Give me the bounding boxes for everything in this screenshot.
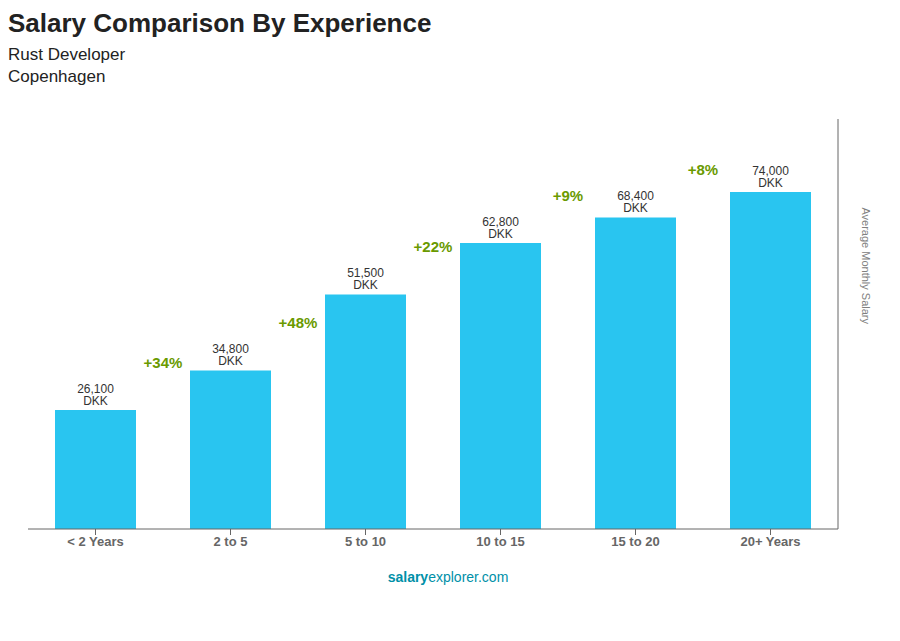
svg-text:Average Monthly Salary: Average Monthly Salary bbox=[860, 207, 872, 324]
html-text:salary explorer.com: salary explorer.com bbox=[387, 569, 509, 585]
svg-text:34,800DKK: 34,800DKK bbox=[212, 342, 249, 368]
svg-text:62,800DKK: 62,800DKK bbox=[482, 215, 519, 241]
svg-text:+34%: +34% bbox=[144, 354, 183, 371]
svg-text:10 to 15: 10 to 15 bbox=[476, 534, 524, 549]
html-text:Rust Developer: Rust Developer bbox=[8, 45, 126, 64]
svg-text:20+ Years: 20+ Years bbox=[740, 534, 800, 549]
svg-text:< 2 Years: < 2 Years bbox=[67, 534, 124, 549]
svg-text:+48%: +48% bbox=[279, 314, 318, 331]
svg-text:+8%: +8% bbox=[688, 161, 718, 178]
svg-text:+9%: +9% bbox=[553, 187, 583, 204]
svg-text:+22%: +22% bbox=[414, 238, 453, 255]
html-text:Copenhagen: Copenhagen bbox=[8, 67, 106, 86]
svg-text:74,000DKK: 74,000DKK bbox=[752, 164, 789, 190]
svg-text:15 to 20: 15 to 20 bbox=[611, 534, 659, 549]
svg-text:68,400DKK: 68,400DKK bbox=[617, 189, 654, 215]
svg-text:26,100DKK: 26,100DKK bbox=[77, 382, 114, 408]
svg-text:2 to 5: 2 to 5 bbox=[214, 534, 248, 549]
svg-text:5 to 10: 5 to 10 bbox=[345, 534, 386, 549]
html-text:Salary Comparison By Experienc: Salary Comparison By Experience bbox=[8, 8, 432, 38]
svg-text:51,500DKK: 51,500DKK bbox=[347, 266, 384, 292]
